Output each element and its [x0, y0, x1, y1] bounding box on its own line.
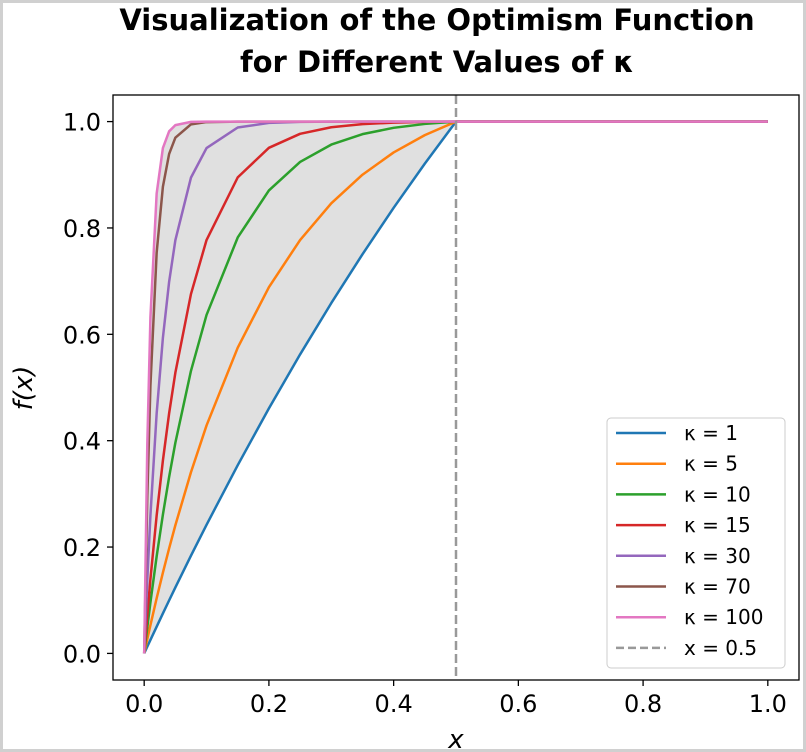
y-tick-label: 1.0: [63, 109, 101, 137]
x-tick-label: 0.2: [250, 690, 288, 718]
legend-label: κ = 100: [684, 605, 763, 629]
series-line-6: [142, 120, 768, 654]
legend-label: κ = 5: [684, 452, 738, 476]
legend-label: κ = 30: [684, 544, 751, 568]
y-tick-label: 0.0: [63, 640, 101, 668]
axes-frame: [112, 94, 800, 681]
fill-between-region: [144, 121, 456, 654]
legend-label: κ = 70: [684, 575, 751, 599]
x-tick-label: 0.6: [499, 690, 537, 718]
x-tick-label: 1.0: [749, 690, 787, 718]
legend-label: κ = 1: [684, 421, 738, 445]
y-axis-label: f(x): [9, 366, 39, 411]
x-tick-label: 0.4: [375, 690, 413, 718]
legend-label: x = 0.5: [684, 636, 757, 660]
y-tick-label: 0.8: [63, 215, 101, 243]
legend: κ = 1 κ = 5 κ = 10 κ = 15 κ = 30 κ = 70 κ = 10…: [606, 417, 786, 669]
legend-box: [606, 417, 786, 669]
series-line-0: [143, 120, 768, 654]
legend-label: κ = 15: [684, 513, 751, 537]
y-tick-label: 0.4: [63, 428, 101, 456]
legend-label: κ = 10: [684, 482, 751, 506]
x-tick-label: 0.0: [125, 690, 163, 718]
x-axis-label: x: [447, 725, 464, 752]
x-tick-label: 0.8: [624, 690, 662, 718]
series-line-1: [142, 120, 768, 654]
y-tick-label: 0.2: [63, 534, 101, 562]
y-tick-label: 0.6: [63, 321, 101, 349]
chart-title-line-2: for Different Values of κ: [240, 45, 634, 79]
chart-title-line-1: Visualization of the Optimism Function: [119, 3, 754, 37]
series-line-2: [142, 120, 768, 654]
